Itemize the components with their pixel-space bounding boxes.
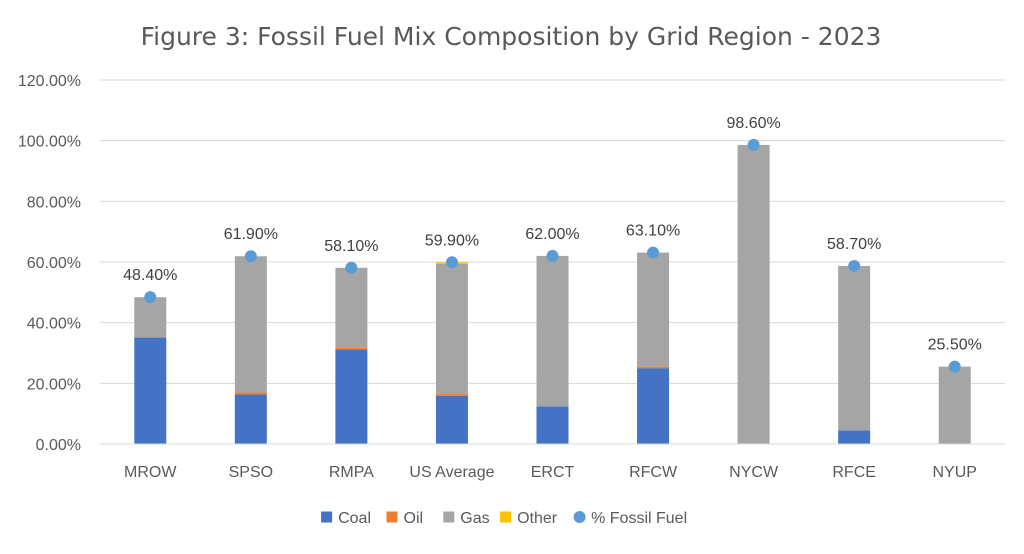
marker-point [747,138,760,151]
bars [134,144,971,444]
x-tick-label: SPSO [229,464,273,481]
legend-label: Gas [460,510,489,527]
bar-coal [838,430,871,444]
bar-gas [536,255,569,407]
bar-gas [134,297,167,338]
bar-gas [637,252,670,367]
legend-item: Gas [443,510,490,527]
data-label: 62.00% [525,226,579,243]
y-axis-ticks: 0.00% 20.00% 40.00% 60.00% 80.00% 100.00% 120.… [18,73,81,454]
x-tick-label: US Average [409,464,494,481]
legend-swatch [573,511,586,523]
y-tick-label: 0.00% [36,437,81,454]
data-label: 58.10% [324,238,378,255]
marker-point [445,256,458,269]
marker-point [848,259,861,272]
bar-gas [435,263,468,394]
data-labels: 48.40% 61.90% 58.10% 59.90% 62.00% 63.10% 98.6… [123,115,982,354]
y-tick-label: 20.00% [27,376,81,393]
bar-coal [637,368,670,444]
legend-swatch [443,511,455,523]
marker-point [144,291,157,304]
data-label: 58.70% [827,236,881,253]
data-label: 63.10% [626,223,680,240]
legend-swatch [386,511,398,523]
bar-oil [637,366,670,369]
bar-oil [234,392,267,395]
marker-point [546,249,559,262]
bar-oil [335,347,368,350]
legend-swatch [500,511,512,523]
markers [144,138,961,373]
y-tick-label: 120.00% [18,73,81,90]
y-tick-label: 40.00% [27,316,81,333]
marker-point [647,246,660,259]
x-tick-label: RMPA [329,464,374,481]
legend-label: Oil [404,510,424,527]
x-axis-ticks: MROW SPSO RMPA US Average ERCT RFCW NYCW RFCE NY… [124,464,977,481]
bar-coal [435,395,468,444]
y-tick-label: 60.00% [27,255,81,272]
x-tick-label: RFCE [832,464,876,481]
bar-gas [234,256,267,393]
x-tick-label: NYUP [932,464,976,481]
legend-item: Oil [386,510,424,527]
legend-item: Other [500,510,558,527]
bar-gas [737,144,770,444]
x-tick-label: MROW [124,464,177,481]
bar-oil [435,393,468,396]
data-label: 98.60% [726,115,780,132]
bar-gas [838,265,871,431]
legend-label: Coal [338,510,371,527]
legend-swatch [321,511,333,523]
y-tick-label: 80.00% [27,194,81,211]
marker-point [345,261,358,274]
x-tick-label: ERCT [531,464,575,481]
bar-coal [134,337,167,444]
bar-coal [536,406,569,444]
marker-point [948,360,961,373]
bar-gas [938,366,971,444]
data-label: 48.40% [123,267,177,284]
data-label: 59.90% [425,232,479,249]
data-label: 25.50% [928,337,982,354]
x-tick-label: RFCW [629,464,678,481]
bar-gas [335,267,368,348]
legend-item: % Fossil Fuel [573,510,687,527]
legend-label: Other [517,510,558,527]
marker-point [244,250,257,263]
x-tick-label: NYCW [729,464,779,481]
legend-item: Coal [321,510,371,527]
data-label: 61.90% [224,226,278,243]
bar-coal [234,394,267,444]
chart-title: Figure 3: Fossil Fuel Mix Composition by… [141,22,882,51]
y-tick-label: 100.00% [18,134,81,151]
bar-coal [335,349,368,444]
legend-label: % Fossil Fuel [591,510,687,527]
legend: Coal Oil Gas Other % Fossil Fuel [321,510,687,527]
